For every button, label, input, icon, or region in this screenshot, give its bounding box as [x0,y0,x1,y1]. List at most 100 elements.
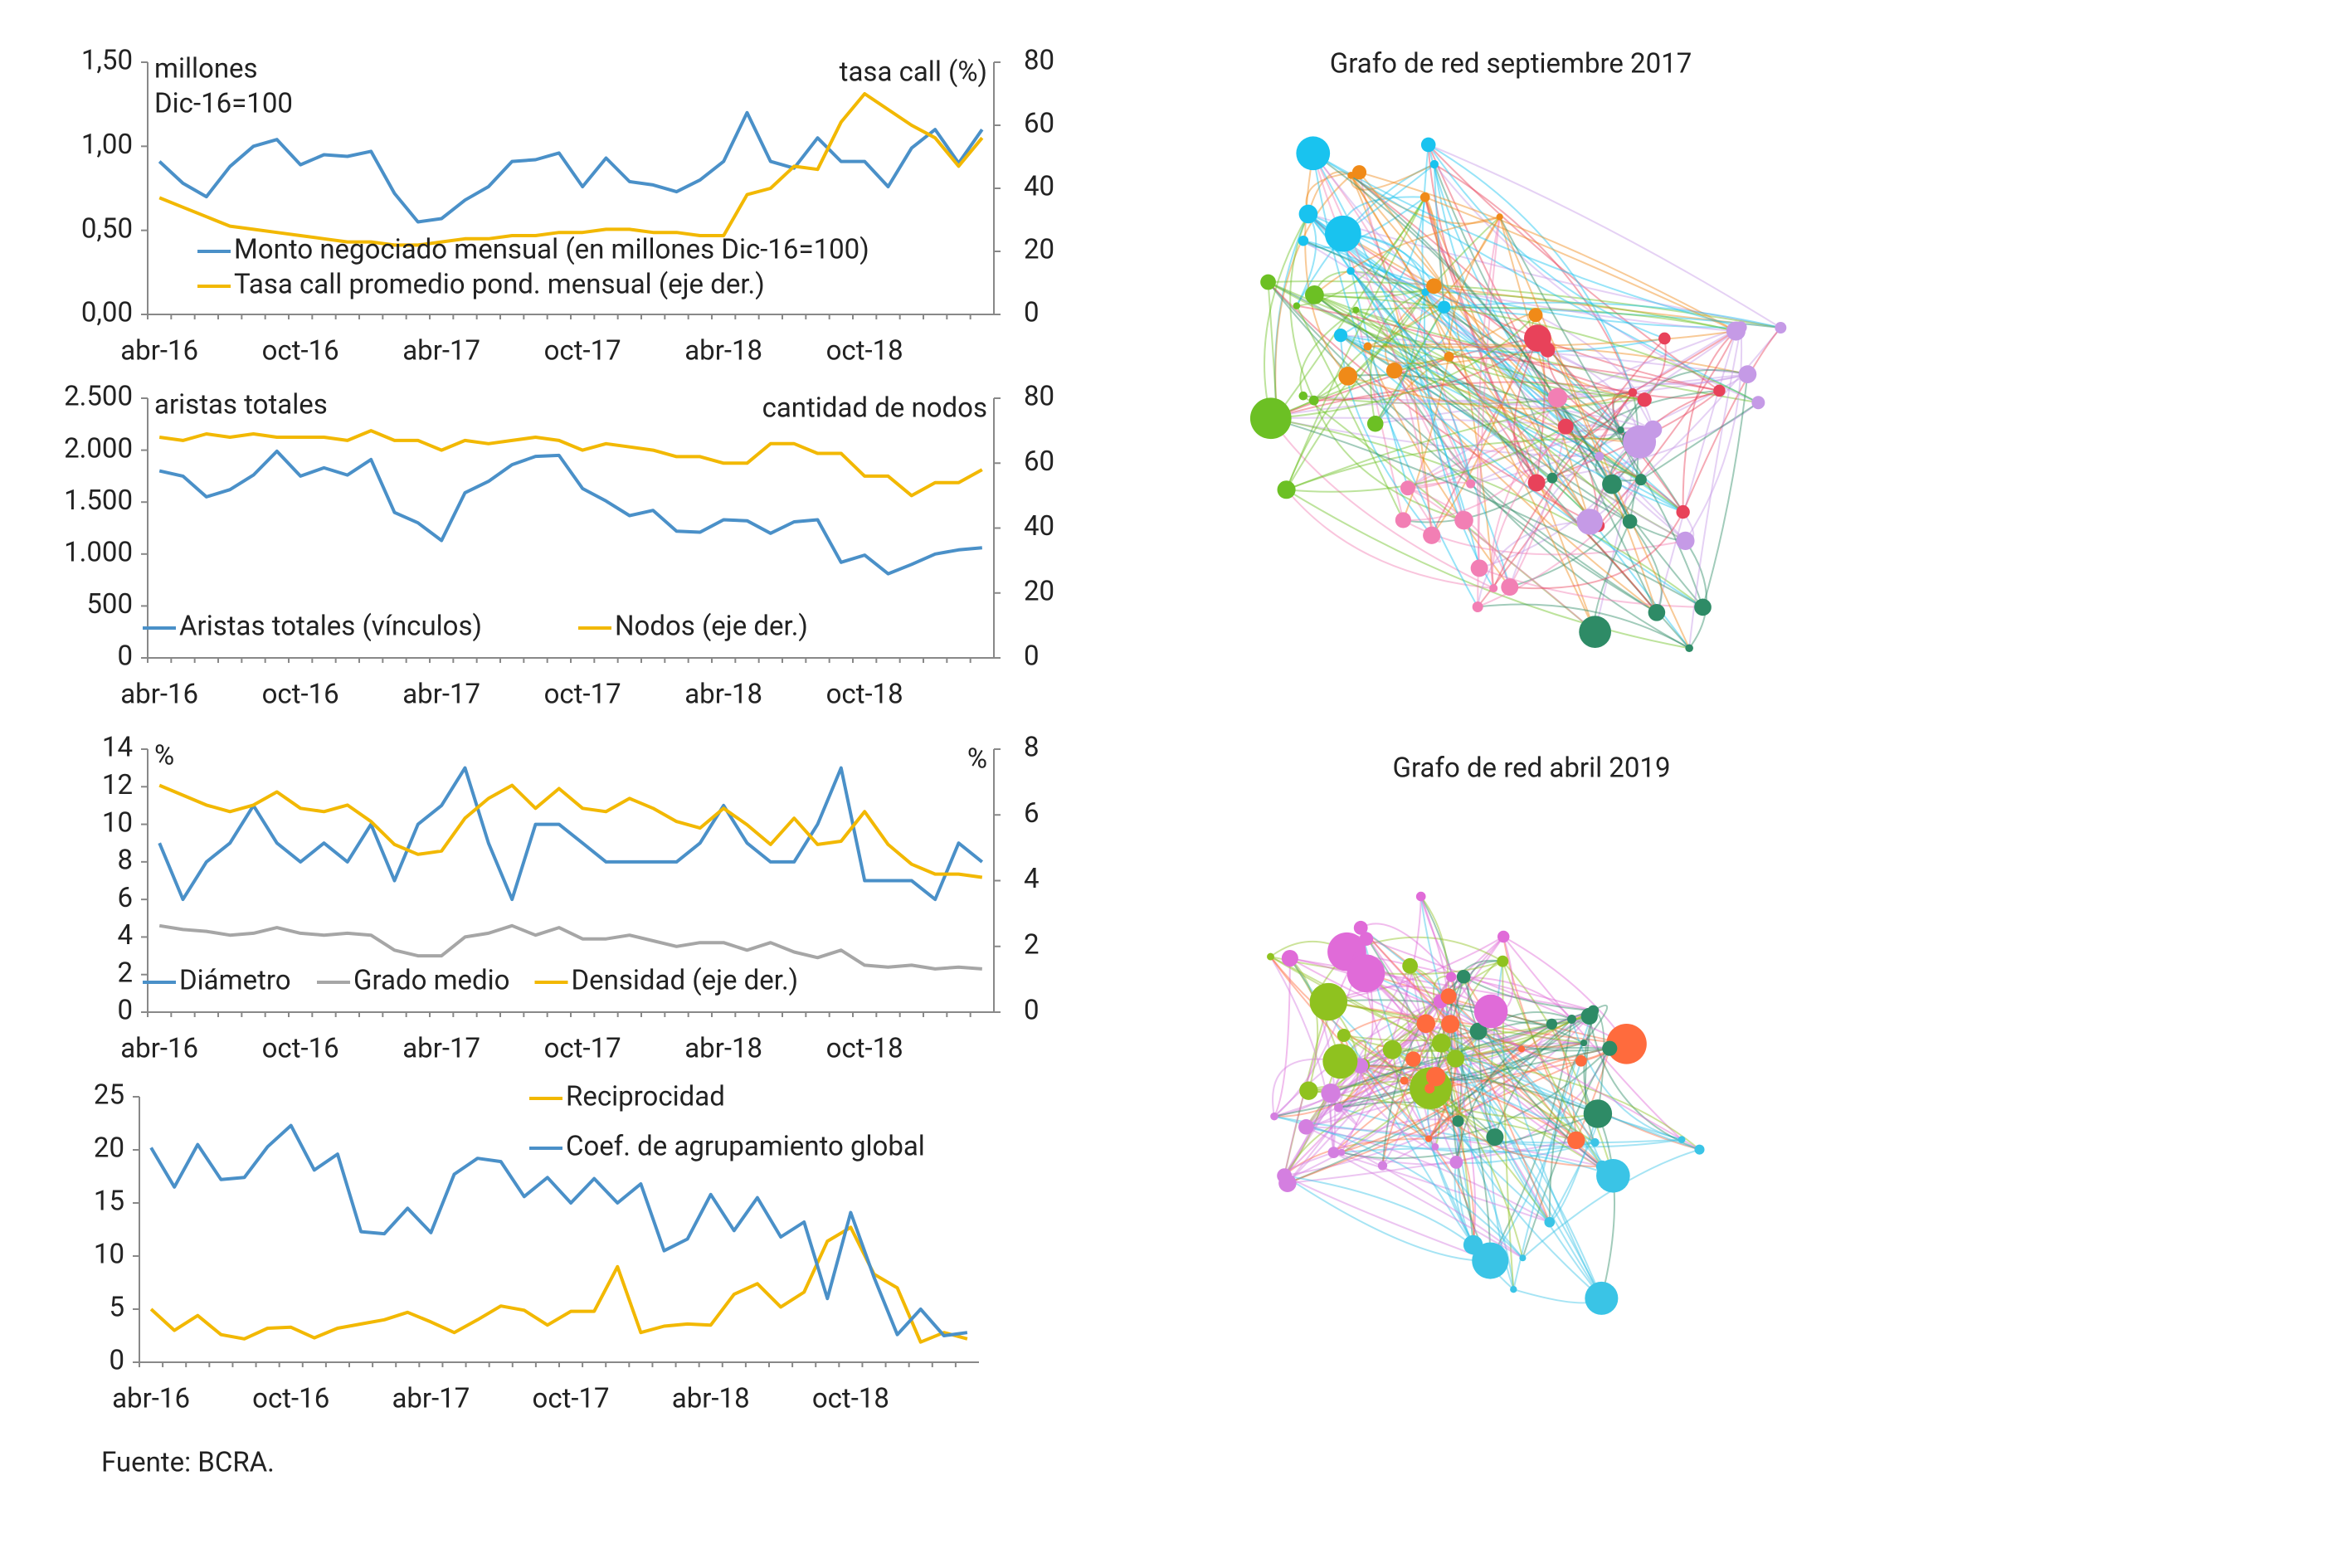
graph-edge [1440,1042,1603,1299]
graph-edge [1551,399,1646,480]
graph-node [1557,418,1574,435]
graph-title: Grafo de red abril 2019 [1393,752,1671,785]
graph-edge [1440,1023,1553,1060]
graph-edge [1492,426,1566,589]
graph-edge [1548,1042,1585,1223]
graph-edge [1393,370,1690,650]
legend-label: Reciprocidad [566,1081,725,1113]
graph-node [1441,1015,1460,1034]
graph-edge [1394,369,1642,480]
graph-edge [1419,896,1463,1122]
graph-edge [1407,428,1653,489]
y2-axis-label: tasa call (%) [840,56,987,89]
x-tick-label: abr-18 [684,1033,762,1065]
graph-edge [1359,171,1736,332]
graph-title: Grafo de red septiembre 2017 [1330,48,1692,80]
y-tick-label: 1.500 [64,485,133,517]
graph-edge [1433,285,1645,401]
graph-edge [1428,144,1781,329]
graph-edge [1285,197,1426,490]
graph-edge [1327,985,1492,1012]
graph-node [1363,342,1372,351]
graph-edge [1270,956,1503,976]
graph-node [1322,1044,1358,1079]
graph-edge [1456,1048,1611,1163]
graph-node [1486,1128,1504,1147]
graph-node [1400,1076,1409,1085]
y2-tick-label: 60 [1024,446,1054,478]
graph-edge [1382,1023,1553,1166]
graph-node [1419,192,1430,202]
graph-edge [1341,1113,1599,1160]
graph-edge [1470,330,1737,485]
graph-node [1324,215,1361,252]
graph-edge [1407,487,1596,633]
graph-edge [1424,197,1537,484]
graph-edge [1584,1010,1596,1143]
graph-edge [1498,216,1691,649]
graph-node [1431,1142,1439,1151]
graph-node [1382,1040,1402,1059]
graph-edge [1424,197,1495,589]
graph-edge [1270,956,1596,1143]
graph-edge [1427,144,1721,392]
series-line [158,429,983,498]
graph-edge [1307,171,1351,215]
graph-node [1634,474,1647,486]
graph-node [1321,1083,1341,1103]
graph-edge [1270,417,1703,608]
graph-node [1267,952,1274,961]
y2-tick-label: 6 [1024,797,1040,830]
graph-edge [1306,1126,1551,1224]
y2-tick-label: 4 [1024,863,1040,895]
graph-edge [1273,958,1291,1118]
graph-node [1309,982,1347,1021]
graph-edge [1347,373,1632,441]
graph-node [1738,365,1757,383]
graph-node [1567,1131,1585,1150]
graph-node [1583,1099,1613,1128]
graph-edge [1448,996,1551,1223]
graph-node [1685,644,1693,653]
graph-edge [1470,373,1748,485]
graph-node [1517,1045,1526,1053]
y2-tick-label: 40 [1024,510,1054,543]
graph-edge [1502,936,1682,1141]
graph-node [1463,1234,1483,1255]
graph-edge [1509,479,1642,588]
x-tick-label: abr-16 [120,679,198,711]
graph-edge [1522,1048,1611,1259]
graph-edge [1407,487,1511,587]
series-line [158,783,983,879]
graph-edge [1360,927,1577,1142]
graph-edge [1359,1065,1457,1163]
graph-edge [1366,346,1511,588]
graph-node [1424,1135,1433,1142]
y-tick-label: 2.500 [64,381,133,413]
graph-edge [1307,213,1781,329]
graph-edge [1594,441,1641,632]
y2-tick-label: 0 [1024,297,1040,329]
graph-edge [1307,213,1511,587]
x-tick-label: abr-16 [112,1383,190,1415]
legend-label: Diámetro [179,965,291,997]
graph-edge [1330,1023,1552,1094]
graph-node [1420,137,1436,153]
graph-node [1643,420,1663,439]
graph-edge [1274,174,1352,416]
graph-node [1298,1119,1314,1135]
y-tick-label: 0,50 [81,212,133,245]
graph-edge [1502,936,1628,1045]
graph-edge [1430,338,1539,536]
graph-edge [1273,1000,1441,1118]
graph-edge [1270,381,1634,420]
graph-edge [1596,1113,1615,1299]
x-tick-label: abr-17 [392,1383,470,1415]
graph-edge [1342,232,1720,392]
graph-edge [1328,999,1585,1044]
graph-edge [1338,1042,1585,1109]
graph-edge [1546,348,1748,385]
graph-edge [1312,153,1687,542]
y-tick-label: 0 [117,640,133,673]
graph-edge [1589,327,1782,523]
